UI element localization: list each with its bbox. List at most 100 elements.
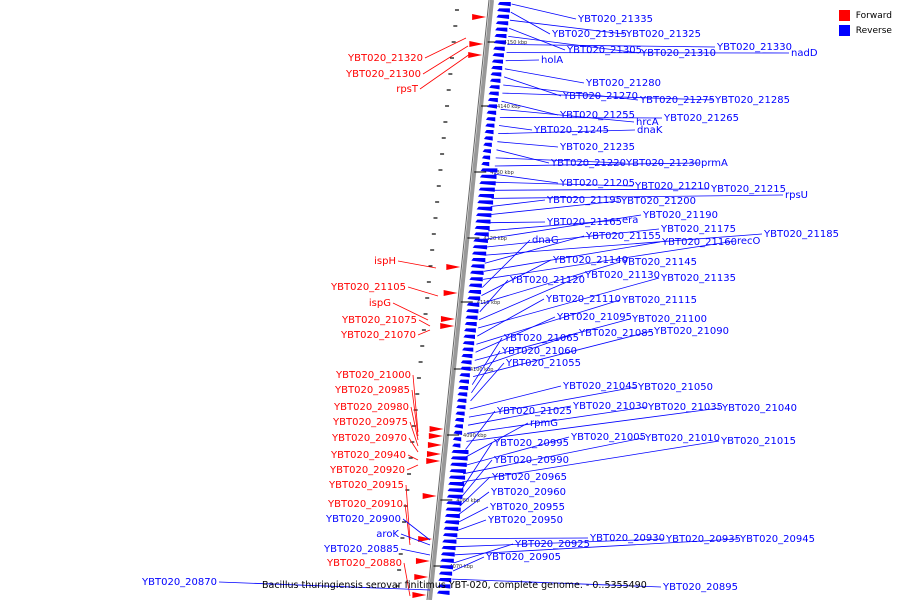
reverse-gene-block (485, 117, 496, 122)
reverse-gene-block (441, 546, 456, 551)
reverse-gene-block (454, 424, 463, 429)
reverse-gene-block (464, 328, 476, 333)
forward-gene-label: YBT020_21105 (330, 282, 406, 293)
reverse-gene-label: YBT020_21200 (620, 196, 696, 207)
leader-line (485, 233, 763, 256)
reverse-gene-label: YBT020_21050 (637, 382, 713, 393)
reverse-gene-block (479, 181, 496, 186)
reverse-gene-block (446, 494, 463, 499)
leader-line (470, 362, 505, 402)
leader-line (505, 59, 540, 62)
leader-line (482, 239, 531, 288)
reverse-gene-label: YBT020_20885 (323, 544, 399, 555)
label-layer: YBT020_21320 YBT020_21300 rpsT ispH YBT020_2… (141, 14, 839, 593)
reverse-gene-label: YBT020_21115 (621, 295, 697, 306)
forward-gene-arrow (418, 536, 433, 542)
leader-line (454, 538, 739, 556)
reverse-gene-block (477, 200, 494, 205)
leader-line (397, 260, 437, 269)
leader-line (462, 440, 720, 483)
reverse-gene-label: YBT020_21130 (584, 270, 660, 281)
reverse-gene-block (470, 264, 485, 269)
leader-line (493, 181, 634, 187)
reverse-gene-label: hrcA (636, 117, 659, 128)
leader-line (503, 76, 562, 97)
reverse-gene-block (438, 571, 453, 576)
reverse-gene-block (436, 590, 450, 595)
reverse-gene-block (490, 72, 502, 77)
reverse-gene-block (468, 290, 482, 295)
reverse-gene-label: YBT020_21045 (562, 381, 638, 392)
forward-gene-arrow (440, 323, 455, 329)
reverse-gene-block (452, 437, 462, 442)
leader-line (466, 407, 721, 442)
reverse-gene-block (467, 296, 481, 301)
reverse-gene-label: YBT020_21305 (566, 45, 642, 56)
forward-gene-arrow (440, 316, 455, 322)
reverse-gene-label: era (622, 215, 638, 226)
forward-gene-arrow (428, 433, 443, 439)
reverse-gene-block (492, 53, 504, 58)
reverse-gene-label: YBT020_20965 (491, 472, 567, 483)
reverse-gene-block (448, 475, 466, 480)
leader-line (403, 562, 411, 597)
reverse-gene-block (482, 149, 491, 154)
reverse-gene-label: YBT020_20955 (489, 502, 565, 513)
leader-line (461, 442, 493, 491)
reverse-gene-label: YBT020_20895 (662, 582, 738, 593)
leader-line (472, 330, 653, 377)
leader-line (468, 386, 637, 418)
leader-line (464, 422, 529, 458)
reverse-gene-block (448, 482, 465, 487)
reverse-gene-label: YBT020_21230 (625, 158, 701, 169)
kbp-tick-label: 4090 kbp (463, 433, 487, 439)
genome-caption: Bacillus thuringiensis serovar finitimus… (262, 580, 647, 591)
reverse-gene-label: YBT020_20950 (487, 515, 563, 526)
leader-line (497, 141, 559, 148)
leader-line (496, 149, 550, 164)
legend-item-reverse: Reverse (838, 23, 892, 38)
reverse-gene-label: YBT020_21205 (559, 178, 635, 189)
forward-gene-arrow (469, 41, 484, 47)
leader-line (467, 405, 572, 426)
reverse-gene-label: YBT020_21140 (552, 255, 628, 266)
reverse-gene-block (473, 238, 488, 243)
kbp-tick-label: 4110 kbp (477, 300, 501, 306)
reverse-gene-block (450, 462, 467, 467)
leader-line (411, 389, 419, 437)
reverse-gene-block (493, 40, 506, 45)
forward-gene-arrow (427, 442, 442, 448)
forward-gene-arrow (443, 290, 458, 296)
reverse-gene-block (481, 155, 491, 160)
reverse-gene-label: YBT020_21155 (585, 231, 661, 242)
forward-gene-arrow (472, 14, 487, 20)
leader-line-layer (218, 3, 790, 597)
leader-line (481, 259, 552, 296)
reverse-gene-label: YBT020_21325 (625, 29, 701, 40)
leader-line (409, 421, 419, 447)
feature-layer (412, 2, 511, 598)
legend: Forward Reverse (838, 8, 892, 38)
reverse-gene-block (463, 334, 476, 339)
reverse-gene-block (468, 283, 482, 288)
leader-line (457, 506, 489, 523)
leader-line (407, 454, 419, 461)
kbp-tick-label: 4130 kbp (490, 170, 514, 176)
reverse-gene-block (489, 78, 501, 83)
reverse-swatch (838, 25, 850, 36)
leader-line (452, 578, 662, 588)
reverse-gene-label: YBT020_20870 (141, 577, 217, 588)
reverse-gene-block (438, 578, 452, 583)
leader-line (418, 319, 431, 327)
reverse-gene-block (474, 226, 490, 231)
leader-line (503, 84, 639, 101)
reverse-gene-label: YBT020_21040 (721, 403, 797, 414)
reverse-gene-label: YBT020_21035 (647, 402, 723, 413)
leader-line (490, 199, 546, 207)
reverse-gene-label: YBT020_21270 (562, 91, 638, 102)
forward-gene-label: ispG (369, 298, 391, 309)
reverse-gene-label: YBT020_21145 (621, 257, 697, 268)
reverse-gene-label: YBT020_21055 (505, 358, 581, 369)
reverse-gene-label: YBT020_21025 (496, 406, 572, 417)
reverse-gene-block (496, 14, 510, 19)
